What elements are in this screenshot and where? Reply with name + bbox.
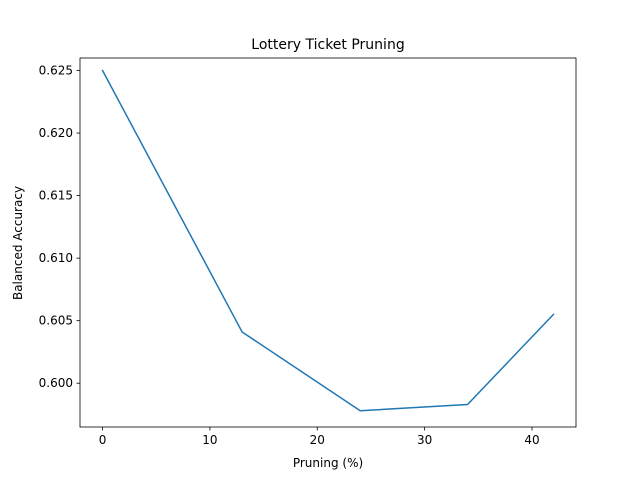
- chart-title: Lottery Ticket Pruning: [251, 37, 404, 53]
- x-tick-label: 20: [310, 433, 325, 447]
- plot-area: [79, 57, 577, 428]
- y-tick-label: 0.610: [39, 251, 73, 265]
- x-tick-label: 40: [524, 433, 539, 447]
- y-tick-label: 0.620: [39, 126, 73, 140]
- x-axis-label: Pruning (%): [293, 456, 363, 470]
- x-tick-label: 30: [417, 433, 432, 447]
- x-tick-label: 0: [99, 433, 107, 447]
- y-axis-ticks: 0.600 0.605 0.610 0.615 0.620 0.625: [39, 64, 80, 390]
- y-tick-label: 0.625: [39, 64, 73, 78]
- y-tick-label: 0.600: [39, 376, 73, 390]
- y-tick-label: 0.615: [39, 189, 73, 203]
- y-tick-label: 0.605: [39, 314, 73, 328]
- y-axis-label: Balanced Accuracy: [11, 186, 25, 300]
- x-axis-ticks: 0 10 20 30 40: [99, 427, 540, 447]
- axes-frame: [79, 57, 577, 428]
- series-line-0: [101, 69, 555, 412]
- x-tick-label: 10: [202, 433, 217, 447]
